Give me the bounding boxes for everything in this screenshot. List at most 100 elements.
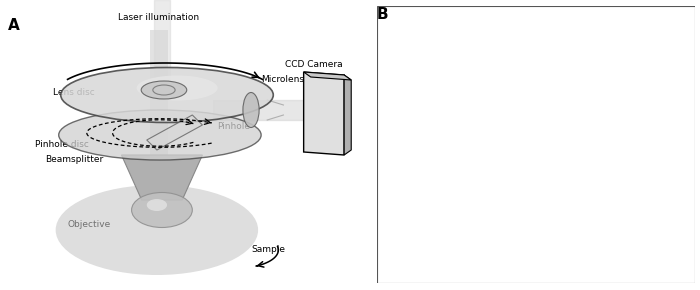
Point <box>422 215 433 220</box>
Point <box>608 126 620 130</box>
Point <box>603 226 614 230</box>
Point <box>492 194 503 198</box>
Point <box>470 116 481 121</box>
Point <box>584 84 596 88</box>
Bar <box>150 30 168 160</box>
Point <box>422 171 433 175</box>
Point <box>638 183 649 188</box>
Point <box>679 224 690 229</box>
Point <box>644 157 655 162</box>
Point <box>527 15 538 20</box>
Point <box>596 136 607 141</box>
Point <box>466 23 477 28</box>
Point <box>612 48 623 53</box>
Point <box>435 202 447 206</box>
Point <box>480 70 491 75</box>
Point <box>624 180 636 185</box>
Point <box>503 96 514 101</box>
Text: Laser illumination: Laser illumination <box>118 13 200 22</box>
Point <box>664 234 675 239</box>
Point <box>465 13 476 18</box>
Text: Pinhole disc: Pinhole disc <box>36 140 90 149</box>
Point <box>473 48 484 52</box>
Point <box>495 150 506 155</box>
Point <box>660 258 671 263</box>
Point <box>498 15 509 19</box>
Point <box>426 271 438 276</box>
Point <box>462 146 473 150</box>
Point <box>460 79 471 83</box>
Point <box>444 36 456 41</box>
Text: Pinhole: Pinhole <box>218 122 251 131</box>
Point <box>570 158 581 163</box>
Point <box>653 113 664 118</box>
Point <box>433 25 444 30</box>
Point <box>659 146 670 151</box>
Point <box>640 49 652 53</box>
Point <box>503 271 514 276</box>
Point <box>413 126 424 130</box>
Point <box>567 189 578 194</box>
Point <box>505 259 517 263</box>
Point <box>634 17 645 22</box>
Point <box>662 15 673 19</box>
Point <box>475 137 486 142</box>
Point <box>457 124 468 129</box>
Point <box>668 179 680 184</box>
Point <box>397 105 408 110</box>
Point <box>616 204 627 209</box>
Point <box>599 37 610 41</box>
Text: B: B <box>377 7 389 22</box>
Point <box>654 102 666 106</box>
Point <box>434 146 445 151</box>
Point <box>417 183 428 187</box>
Point <box>665 248 676 253</box>
Point <box>403 149 414 154</box>
Point <box>613 260 624 264</box>
Point <box>475 258 486 262</box>
Point <box>598 271 610 275</box>
Point <box>405 204 416 209</box>
Point <box>536 89 547 94</box>
Point <box>634 247 645 252</box>
Point <box>549 134 560 139</box>
Ellipse shape <box>61 68 273 122</box>
Point <box>527 7 538 11</box>
Point <box>626 195 638 200</box>
Point <box>413 81 424 86</box>
Point <box>387 252 398 257</box>
Text: A: A <box>8 18 20 33</box>
Point <box>508 249 519 253</box>
Point <box>520 99 531 104</box>
Point <box>552 90 564 95</box>
Point <box>590 225 601 230</box>
Point <box>622 61 634 65</box>
Point <box>576 60 587 65</box>
Point <box>453 223 464 228</box>
Point <box>456 103 467 108</box>
Point <box>385 41 396 46</box>
Point <box>640 101 652 106</box>
Point <box>668 119 679 124</box>
Point <box>594 182 606 187</box>
Point <box>562 124 573 129</box>
Point <box>538 144 550 149</box>
Point <box>525 240 536 245</box>
Point <box>511 17 522 21</box>
Point <box>572 24 583 29</box>
Point <box>592 117 603 122</box>
Point <box>653 122 664 127</box>
Point <box>448 146 459 151</box>
Point <box>657 91 668 95</box>
Point <box>433 68 444 73</box>
Point <box>488 117 499 122</box>
Point <box>584 213 596 218</box>
Point <box>498 61 510 66</box>
Point <box>444 90 456 95</box>
Point <box>612 193 623 197</box>
Point <box>384 85 395 90</box>
Point <box>500 49 511 54</box>
Point <box>547 176 559 181</box>
Point <box>449 237 461 242</box>
Point <box>598 48 610 52</box>
